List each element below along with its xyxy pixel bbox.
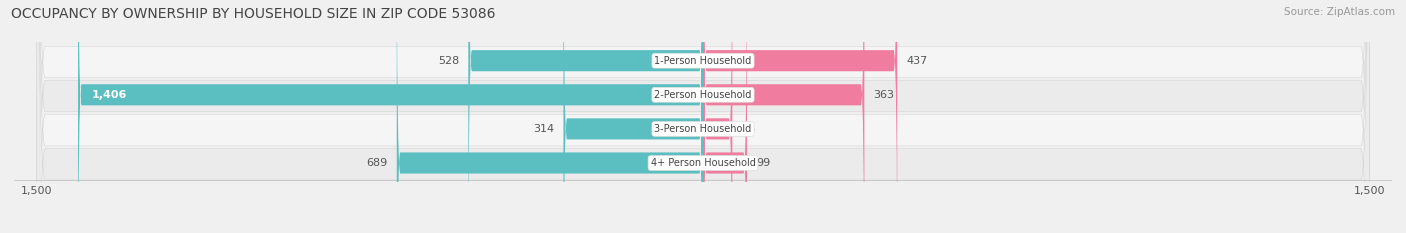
- FancyBboxPatch shape: [703, 0, 733, 233]
- Text: 1-Person Household: 1-Person Household: [654, 56, 752, 66]
- Text: 363: 363: [873, 90, 894, 100]
- Text: 1,406: 1,406: [91, 90, 127, 100]
- Text: 4+ Person Household: 4+ Person Household: [651, 158, 755, 168]
- FancyBboxPatch shape: [703, 0, 897, 233]
- FancyBboxPatch shape: [37, 0, 1369, 233]
- Text: 314: 314: [533, 124, 554, 134]
- Text: 99: 99: [756, 158, 770, 168]
- FancyBboxPatch shape: [703, 0, 747, 233]
- Text: 3-Person Household: 3-Person Household: [654, 124, 752, 134]
- Text: OCCUPANCY BY OWNERSHIP BY HOUSEHOLD SIZE IN ZIP CODE 53086: OCCUPANCY BY OWNERSHIP BY HOUSEHOLD SIZE…: [11, 7, 496, 21]
- FancyBboxPatch shape: [37, 0, 1369, 233]
- FancyBboxPatch shape: [37, 0, 1369, 233]
- Text: Source: ZipAtlas.com: Source: ZipAtlas.com: [1284, 7, 1395, 17]
- FancyBboxPatch shape: [468, 0, 703, 233]
- Text: 2-Person Household: 2-Person Household: [654, 90, 752, 100]
- Text: 437: 437: [905, 56, 928, 66]
- FancyBboxPatch shape: [37, 0, 1369, 233]
- Text: 66: 66: [741, 124, 755, 134]
- Text: 528: 528: [439, 56, 460, 66]
- FancyBboxPatch shape: [79, 0, 703, 233]
- Text: 689: 689: [367, 158, 388, 168]
- FancyBboxPatch shape: [564, 0, 703, 233]
- FancyBboxPatch shape: [396, 0, 703, 233]
- FancyBboxPatch shape: [703, 0, 865, 233]
